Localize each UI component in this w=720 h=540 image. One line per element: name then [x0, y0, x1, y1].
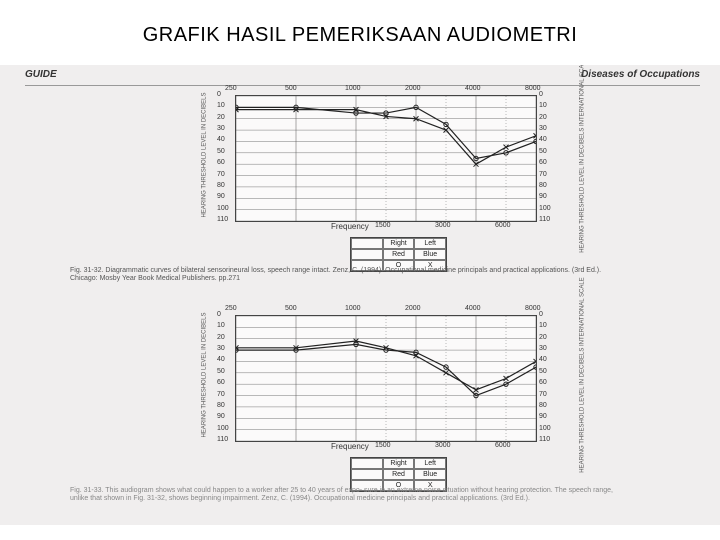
x-tick-top: 250 [225, 85, 237, 92]
y-axis-label-right: HEARING THRESHOLD LEVEL IN DECIBELS INTE… [555, 105, 610, 205]
y-tick-left: 100 [217, 205, 229, 212]
y-tick-right: 100 [539, 205, 551, 212]
y-tick-left: 0 [217, 91, 221, 98]
y-tick-right: 0 [539, 91, 543, 98]
y-tick-right: 30 [539, 125, 547, 132]
header-right: Diseases of Occupations [581, 69, 700, 80]
x-tick-bottom: 3000 [435, 442, 451, 449]
y-tick-right: 40 [539, 136, 547, 143]
x-tick-top: 2000 [405, 85, 421, 92]
slide: GRAFIK HASIL PEMERIKSAAN AUDIOMETRI GUID… [0, 0, 720, 540]
y-tick-right: 0 [539, 311, 543, 318]
audiogram-1-caption: Fig. 31-32. Diagrammatic curves of bilat… [70, 267, 630, 284]
x-tick-top: 500 [285, 85, 297, 92]
x-tick-top: 4000 [465, 305, 481, 312]
x-tick-top: 4000 [465, 85, 481, 92]
y-tick-right: 50 [539, 148, 547, 155]
x-tick-top: 2000 [405, 305, 421, 312]
y-tick-right: 100 [539, 425, 551, 432]
y-axis-label-left: HEARING THRESHOLD LEVEL IN DECIBELS [175, 325, 235, 425]
y-tick-right: 20 [539, 334, 547, 341]
x-tick-bottom: 1500 [375, 442, 391, 449]
y-tick-right: 10 [539, 102, 547, 109]
y-tick-right: 90 [539, 193, 547, 200]
y-axis-label-left: HEARING THRESHOLD LEVEL IN DECIBELS [175, 105, 235, 205]
x-tick-top: 500 [285, 305, 297, 312]
scanned-figure: GUIDE Diseases of Occupations 2505001000… [0, 65, 720, 525]
y-tick-right: 60 [539, 159, 547, 166]
audiogram-1-block: 250 500 1000 2000 4000 80 0 0 Frequency 1500 3000 6… [70, 87, 630, 302]
x-tick-bottom: 1500 [375, 222, 391, 229]
x-tick-top: 250 [225, 305, 237, 312]
y-tick-left: 100 [217, 425, 229, 432]
scan-header: GUIDE Diseases of Occupations [25, 69, 700, 86]
header-left: GUIDE [25, 69, 57, 80]
page-title: GRAFIK HASIL PEMERIKSAAN AUDIOMETRI [0, 24, 720, 47]
y-tick-right: 50 [539, 368, 547, 375]
y-tick-right: 80 [539, 402, 547, 409]
y-tick-right: 20 [539, 114, 547, 121]
y-tick-left: 0 [217, 311, 221, 318]
chart-box [235, 95, 537, 222]
x-tick-top: 1000 [345, 305, 361, 312]
audiogram-2-block: 250 500 1000 2000 4000 80 0 0 Frequency 1500 3000 6… [70, 307, 630, 522]
y-tick-right: 70 [539, 391, 547, 398]
y-tick-right: 10 [539, 322, 547, 329]
y-tick-right: 40 [539, 356, 547, 363]
y-tick-left: 110 [217, 436, 228, 443]
y-tick-right: 30 [539, 345, 547, 352]
y-tick-right: 80 [539, 182, 547, 189]
x-axis-label: Frequency [331, 442, 369, 451]
chart-box [235, 315, 537, 442]
x-tick-bottom: 6000 [495, 222, 511, 229]
y-tick-left: 110 [217, 216, 228, 223]
y-tick-right: 110 [539, 436, 550, 443]
x-tick-bottom: 3000 [435, 222, 451, 229]
chart-svg [236, 316, 536, 441]
y-tick-right: 90 [539, 413, 547, 420]
x-axis-label: Frequency [331, 222, 369, 231]
y-tick-right: 110 [539, 216, 550, 223]
y-tick-right: 60 [539, 379, 547, 386]
y-tick-right: 70 [539, 171, 547, 178]
x-tick-bottom: 6000 [495, 442, 511, 449]
chart-svg [236, 96, 536, 221]
y-axis-label-right: HEARING THRESHOLD LEVEL IN DECIBELS INTE… [555, 325, 610, 425]
audiogram-2-caption: Fig. 31-33. This audiogram shows what co… [70, 487, 630, 504]
x-tick-top: 1000 [345, 85, 361, 92]
